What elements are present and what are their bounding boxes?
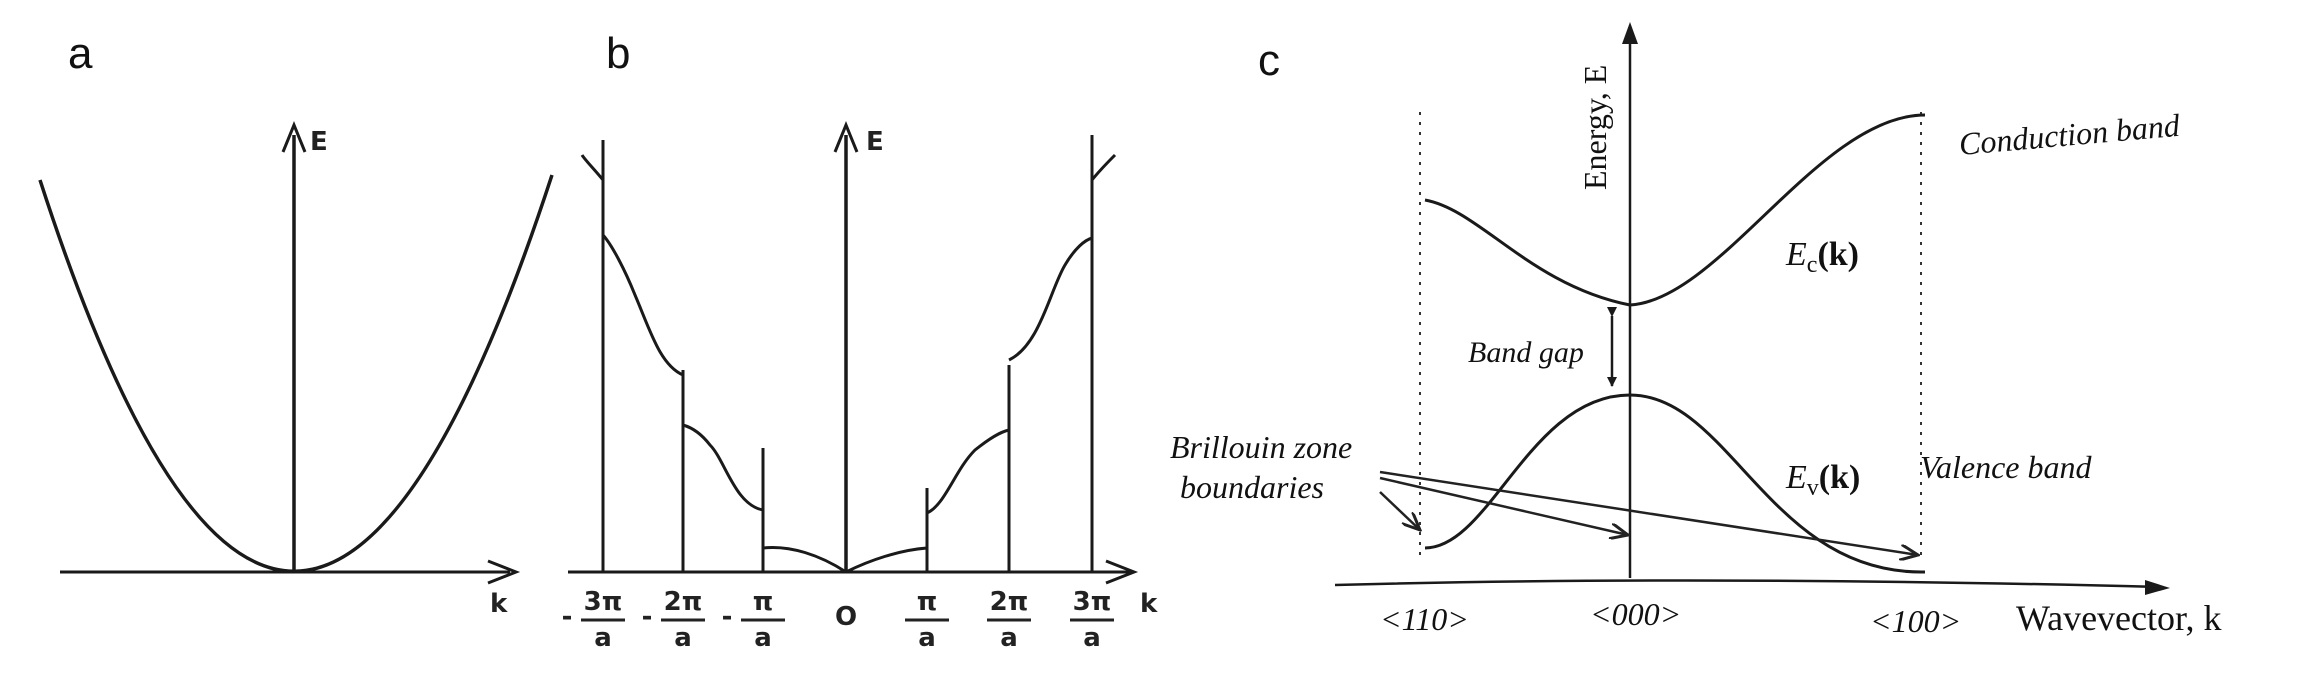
panel-b-tick-pos-3-numerator: 3π [1073, 587, 1112, 617]
panel-b-tick-neg-1-sign: - [722, 602, 733, 632]
panel-a-k-label: k [490, 589, 508, 619]
panel-c-brillouin-label-line2: boundaries [1180, 469, 1324, 505]
panel-c-valence-curve [1424, 393, 1926, 574]
panel-b-tick-neg-2-denominator: a [674, 623, 692, 653]
panel-c-wavevector-axis [1334, 579, 2161, 589]
panel-b-tick-pos-1-denominator: a [918, 623, 936, 653]
panel-b-tick-neg-3-sign: - [562, 602, 573, 632]
panel-c-wavevector-axis-arrow [2145, 580, 2170, 595]
panel-b-tick-neg-3-denominator: a [594, 623, 612, 653]
panel-a: a E k [38, 29, 554, 619]
panel-b-tick-neg-1-numerator: π [753, 587, 774, 617]
panel-a-e-axis-arrow [281, 121, 307, 153]
panel-b-band-3-right [1008, 236, 1093, 362]
panel-c-tick-110: <110> [1380, 601, 1469, 637]
panel-c: c Energy, E Wavevector, k Band gap Condu… [1170, 22, 2222, 639]
panel-c-energy-axis-arrow [1622, 22, 1638, 44]
panel-c-brillouin-arrow-110 [1379, 491, 1420, 530]
panel-b-tick-neg-3-numerator: 3π [584, 587, 623, 617]
panel-b-origin-label: O [835, 602, 857, 632]
panel-c-band-gap-label: Band gap [1468, 336, 1584, 369]
panel-c-brillouin-arrow-100 [1379, 470, 1918, 555]
panel-a-e-label: E [310, 127, 328, 157]
panel-a-label: a [68, 29, 93, 78]
panel-b-tick-pos-3-denominator: a [1083, 623, 1101, 653]
panel-b-tick-pos-1-numerator: π [917, 587, 938, 617]
panel-b-label: b [606, 29, 630, 78]
panel-c-conduction-band-label: Conduction band [1957, 107, 2182, 162]
panel-b-tick-pos-2-denominator: a [1000, 623, 1018, 653]
panel-b-band-2-right [926, 428, 1010, 515]
panel-c-ec-label: Ec(k) [1785, 236, 1859, 278]
panel-c-wavevector-label: Wavevector, k [2016, 598, 2222, 638]
panel-b-band-3-left [601, 233, 684, 377]
panel-a-parabola [38, 174, 554, 573]
panel-c-brillouin-label-line1: Brillouin zone [1170, 429, 1352, 465]
panel-c-tick-000: <000> [1590, 596, 1681, 632]
panel-a-k-axis-arrow [487, 559, 521, 585]
panel-c-valence-band-label: Valence band [1920, 449, 2093, 485]
panel-b-band-4-left [580, 154, 605, 181]
panel-b-e-axis-arrow [833, 121, 859, 153]
panel-b-tick-pos-2-numerator: 2π [990, 587, 1029, 617]
panel-c-label: c [1258, 36, 1280, 85]
panel-b-k-label: k [1140, 589, 1158, 619]
panel-b-e-label: E [866, 127, 884, 157]
panel-b-k-axis-arrow [1105, 559, 1139, 585]
panel-b-band-1-left [762, 545, 847, 574]
panel-b-tick-neg-2-numerator: 2π [664, 587, 703, 617]
panel-c-tick-100: <100> [1870, 603, 1961, 639]
panel-b-band-2-left [682, 423, 764, 512]
panel-b-band-4-right [1090, 153, 1117, 181]
panel-c-ev-label: Ev(k) [1785, 459, 1860, 501]
panel-b-tick-neg-1-denominator: a [754, 623, 772, 653]
panel-c-conduction-curve [1424, 113, 1926, 307]
panel-b: b k E O [568, 29, 1158, 632]
panel-b-band-1-right [845, 546, 928, 574]
panel-c-brillouin-arrow-000 [1379, 476, 1628, 535]
panel-c-energy-axis-label: Energy, E [1577, 65, 1613, 190]
panel-b-tick-neg-2-sign: - [642, 602, 653, 632]
